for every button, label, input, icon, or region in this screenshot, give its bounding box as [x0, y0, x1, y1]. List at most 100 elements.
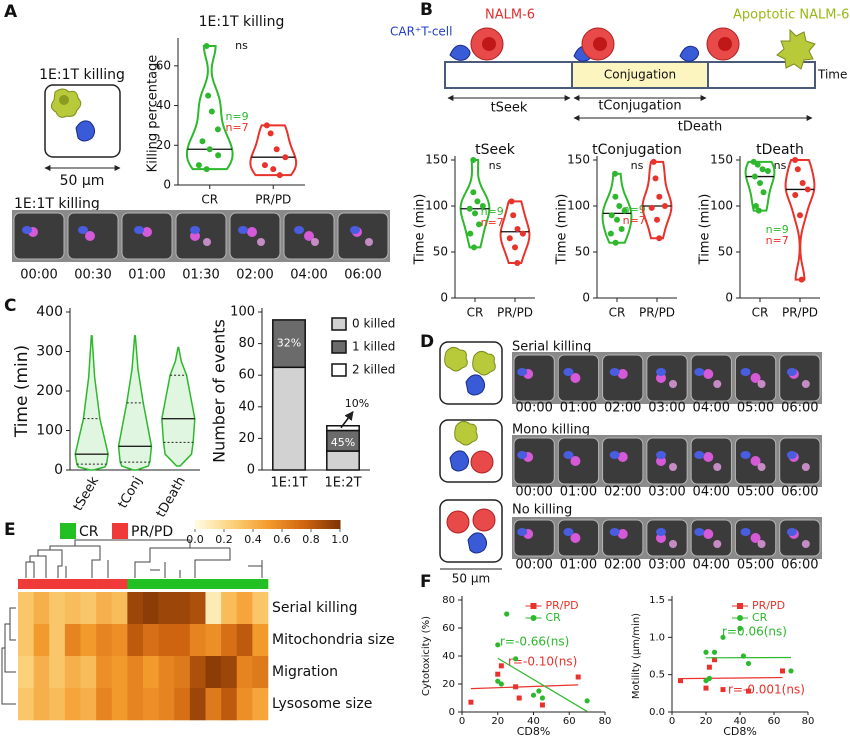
colorbar-step [330, 520, 334, 529]
annotation: 10% [345, 397, 369, 410]
heat-cell [18, 624, 34, 657]
point [755, 207, 762, 214]
n-label: n=9 [225, 110, 248, 123]
point [472, 210, 478, 217]
point [760, 189, 767, 196]
point [276, 172, 283, 179]
annotation: 45% [331, 436, 355, 449]
point [195, 162, 202, 169]
heat-cell [189, 592, 206, 625]
time-label: 06:00 [781, 401, 818, 416]
group-bar [64, 579, 81, 589]
heat-cell [127, 688, 144, 721]
y-tick-label: 20 [238, 431, 255, 446]
time-label: 06:00 [781, 558, 818, 573]
chart-title: tDeath [756, 142, 804, 158]
y-tick-label: 100 [567, 199, 590, 213]
heat-cell [143, 592, 159, 625]
x-tick-label: 80 [802, 716, 815, 727]
panel-label: F [420, 572, 432, 592]
annotation: r=0.06(ns) [722, 625, 787, 639]
heat-cell [236, 688, 253, 721]
x-tick-label: PR/PD [255, 193, 291, 207]
point [203, 166, 210, 173]
point [759, 166, 766, 173]
heat-cell [205, 656, 222, 689]
colorbar-step [248, 520, 252, 529]
n-label: n=9 [481, 205, 504, 218]
point [656, 193, 663, 200]
y-axis-label: Time (min) [12, 345, 32, 438]
heat-cell [236, 624, 253, 657]
heat-cell [96, 624, 113, 657]
colorbar-step [298, 520, 302, 529]
y-tick-label: 80 [442, 595, 455, 606]
frame [646, 519, 688, 557]
interval-label: tSeek [491, 101, 528, 116]
colorbar-step [313, 520, 317, 529]
heat-cell [18, 592, 34, 625]
strip-label: Mono killing [512, 423, 590, 438]
group-bar [252, 579, 269, 589]
heat-cell [252, 688, 269, 721]
cell [669, 463, 677, 471]
cell [563, 528, 574, 536]
colorbar-step [337, 520, 341, 529]
colorbar-step [207, 520, 210, 529]
colorbar-label: 0.2 [215, 533, 233, 546]
cell [740, 451, 751, 459]
heat-cell [33, 656, 50, 689]
colorbar-step [214, 520, 218, 529]
heat-cell [64, 592, 81, 625]
colorbar-step [291, 520, 295, 529]
colorbar-step [335, 520, 339, 529]
heat-cell [236, 592, 253, 625]
point [607, 230, 614, 237]
heat-cell [18, 688, 34, 721]
cell [517, 451, 528, 459]
cell [617, 452, 628, 462]
colorbar-step [311, 520, 314, 529]
y-tick-label: 40 [238, 399, 255, 414]
point [751, 173, 758, 180]
frame [779, 519, 821, 557]
n-label: n=7 [225, 121, 248, 134]
heat-cell [205, 592, 222, 625]
chart-title: 1E:1T killing [199, 14, 285, 30]
x-tick-label: 1E:2T [324, 476, 361, 491]
legend-label: PR/PD [752, 599, 785, 612]
cell [247, 227, 257, 237]
point [261, 162, 268, 169]
row-label: Serial killing [272, 600, 358, 616]
group-bar [127, 579, 144, 589]
y-axis-label: Time (min) [555, 194, 570, 266]
annotation: r=-0.66(ns) [500, 635, 569, 649]
cell [134, 226, 144, 234]
cell [78, 226, 88, 234]
point [712, 657, 717, 663]
point [273, 146, 280, 153]
heat-cell [221, 656, 238, 689]
cell [703, 529, 714, 539]
y-tick-label: 60 [156, 58, 171, 72]
colorbar-label: 0.0 [186, 533, 204, 546]
point [206, 146, 213, 153]
x-tick-label: 20 [700, 716, 713, 727]
heat-cell [127, 592, 144, 625]
colorbar-step [224, 520, 227, 529]
time-label: 06:00 [344, 268, 381, 283]
point [479, 203, 486, 209]
point [474, 198, 481, 205]
colorbar-step [226, 520, 230, 529]
annotation: r=-0.10(ns) [508, 655, 577, 669]
colorbar-step [233, 520, 237, 529]
point [797, 212, 803, 219]
y-tick-label: 1.0 [649, 632, 665, 643]
colorbar-step [269, 520, 273, 529]
cell [238, 226, 248, 234]
legend-label: 1 killed [352, 340, 395, 354]
heat-cell [252, 624, 269, 657]
heat-cell [80, 656, 97, 689]
group-bar [205, 579, 222, 589]
cell [656, 533, 666, 543]
